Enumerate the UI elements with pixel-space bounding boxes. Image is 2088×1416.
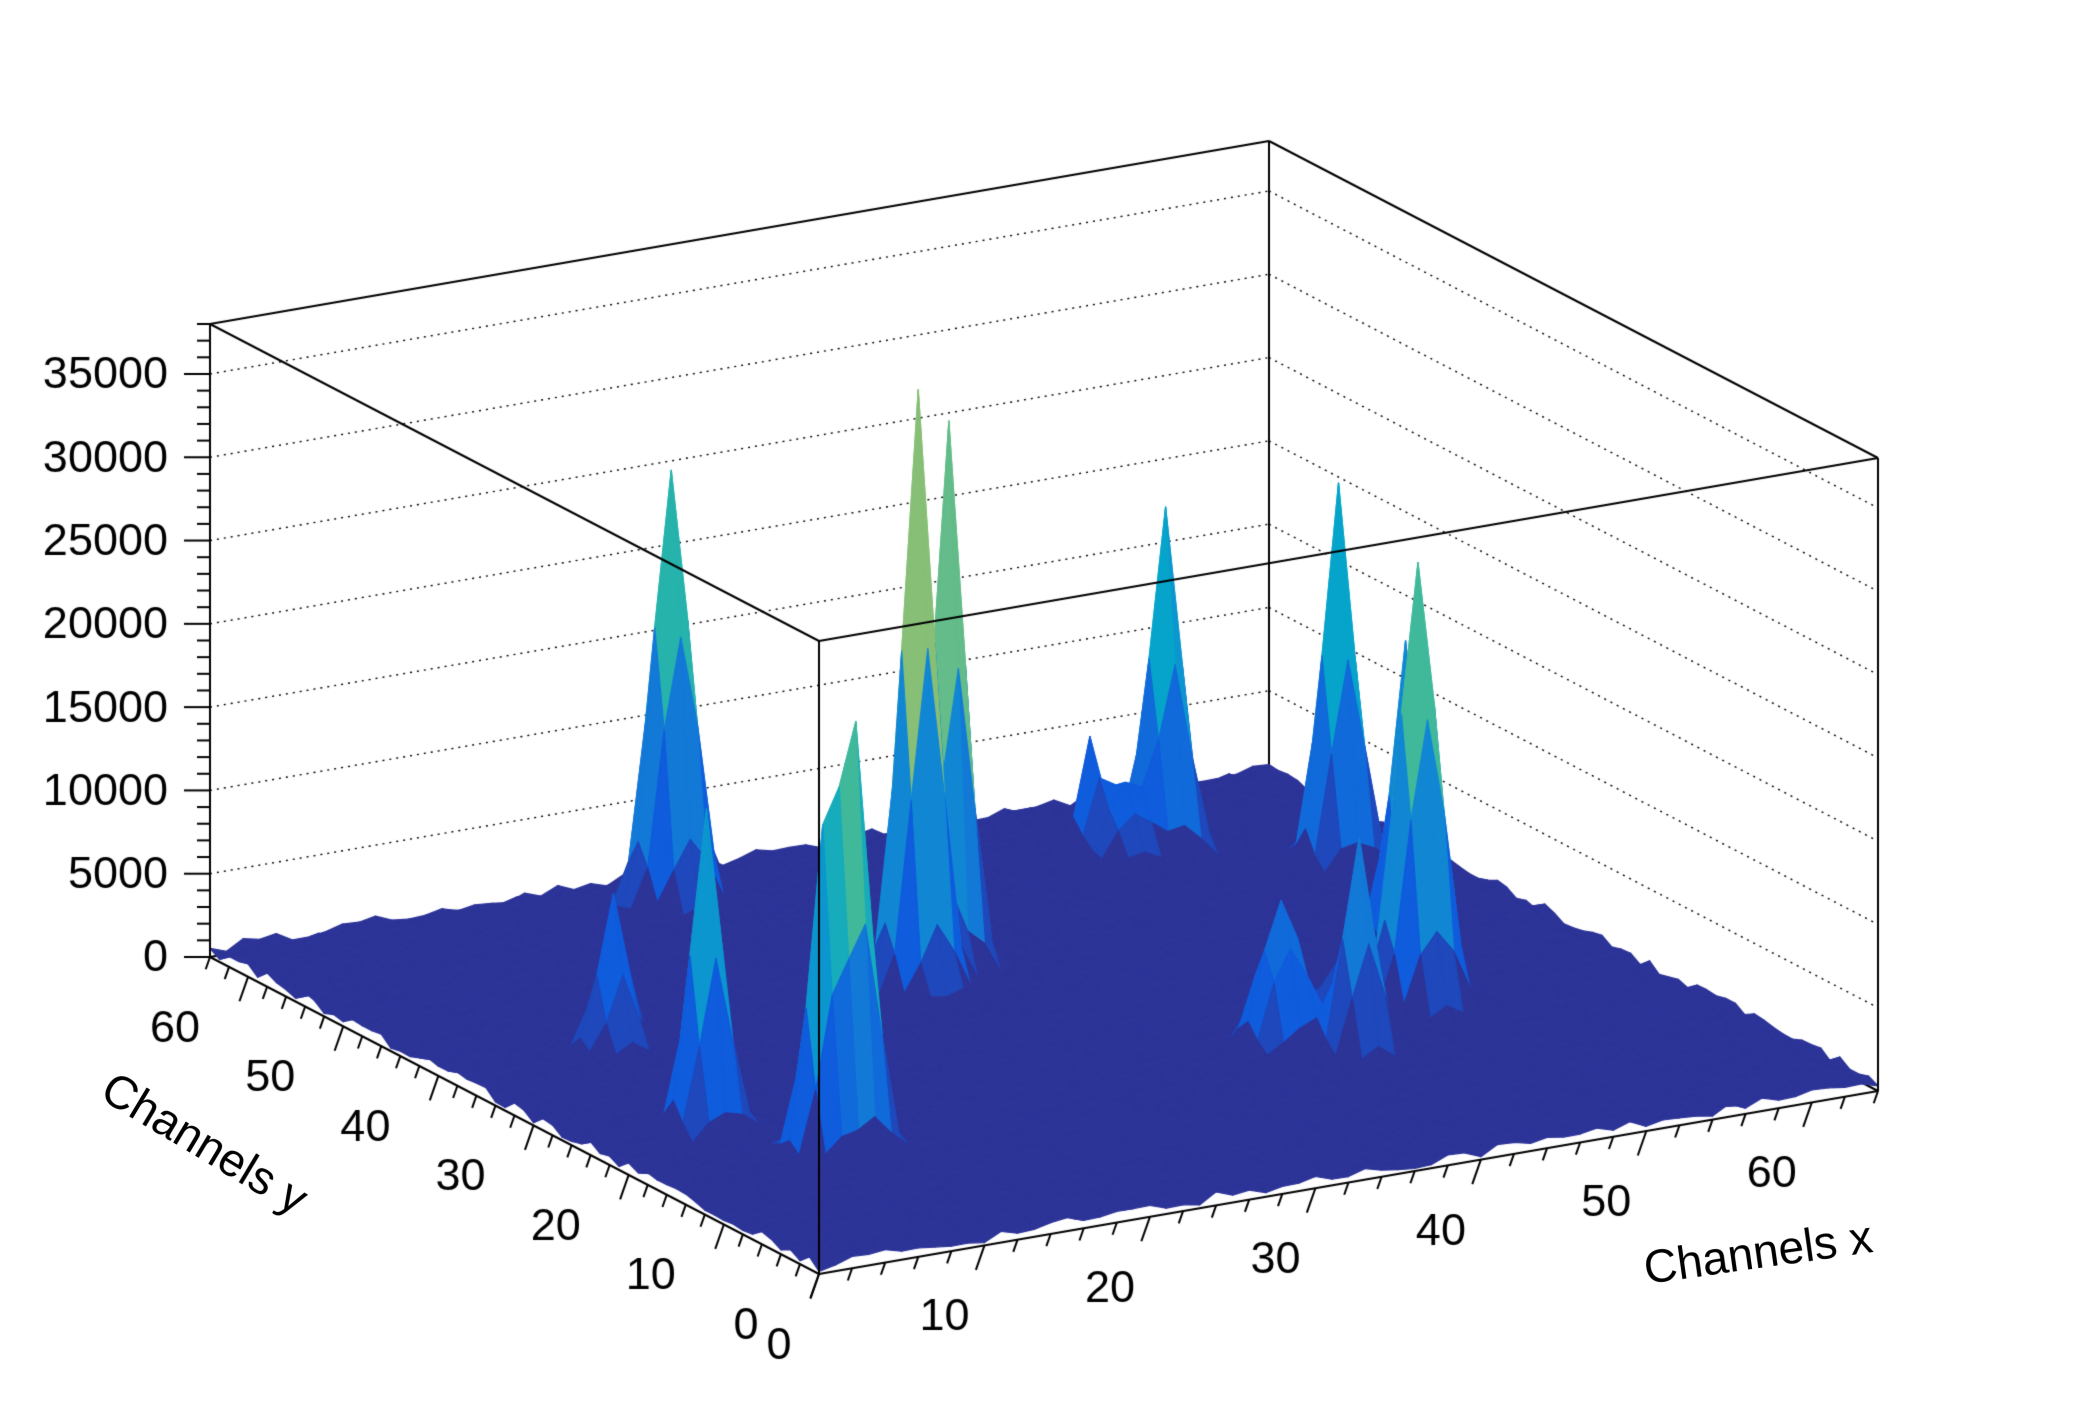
surface-plot-figure: Channels x Channels y xyxy=(0,0,2088,1416)
surface-plot-canvas xyxy=(0,0,2088,1416)
